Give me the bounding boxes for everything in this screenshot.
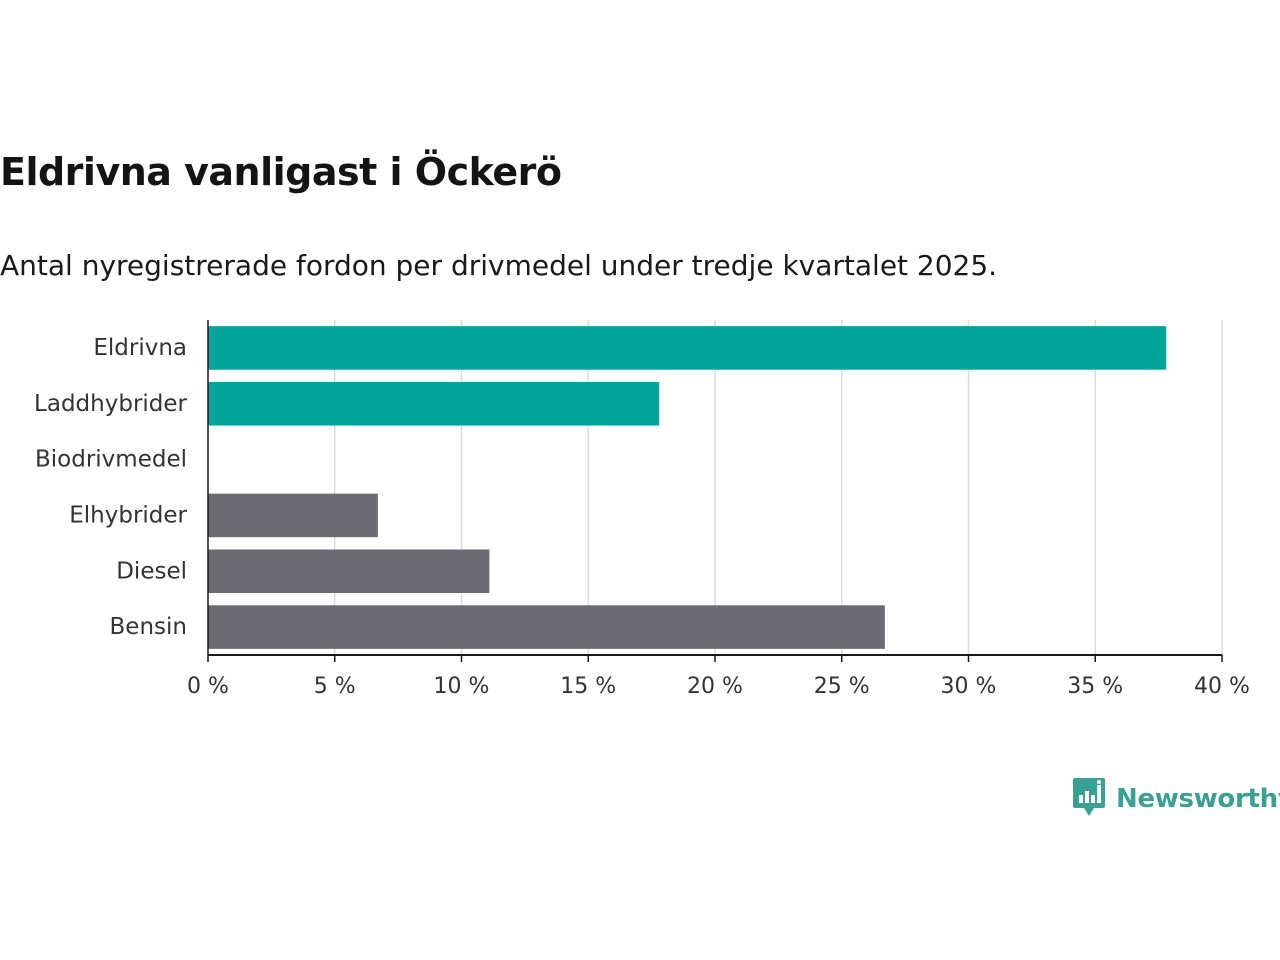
brand-name: Newsworthy xyxy=(1116,784,1280,814)
bar-bensin xyxy=(208,605,885,649)
x-tick-label: 0 % xyxy=(187,674,229,699)
chart-subtitle: Antal nyregistrerade fordon per drivmede… xyxy=(0,249,998,282)
category-label: Bensin xyxy=(110,614,187,640)
category-label: Elhybrider xyxy=(69,502,187,528)
x-tick-label: 35 % xyxy=(1067,674,1123,699)
bar-diesel xyxy=(208,549,490,594)
x-tick-label: 30 % xyxy=(941,674,997,699)
brand: Newsworthy xyxy=(1072,776,1280,822)
x-tick-label: 20 % xyxy=(687,674,743,699)
bar-eldrivna xyxy=(208,326,1167,370)
category-label: Diesel xyxy=(116,558,187,584)
x-tick-label: 10 % xyxy=(434,674,490,699)
category-label: Laddhybrider xyxy=(34,391,187,417)
bar-laddhybrider xyxy=(208,381,660,426)
x-tick-label: 25 % xyxy=(814,674,870,699)
bar-chart: Eldrivna Laddhybrider Biodrivmedel Elhybrid… xyxy=(34,320,1250,699)
category-label: Eldrivna xyxy=(93,335,187,361)
x-tick-label: 40 % xyxy=(1194,674,1250,699)
category-label: Biodrivmedel xyxy=(35,447,187,473)
newsworthy-logo-icon xyxy=(1072,776,1106,822)
chart-title: Eldrivna vanligast i Öckerö xyxy=(0,150,562,194)
bar-elhybrider xyxy=(208,493,378,538)
x-tick-label: 15 % xyxy=(560,674,616,699)
x-tick-label: 5 % xyxy=(314,674,356,699)
